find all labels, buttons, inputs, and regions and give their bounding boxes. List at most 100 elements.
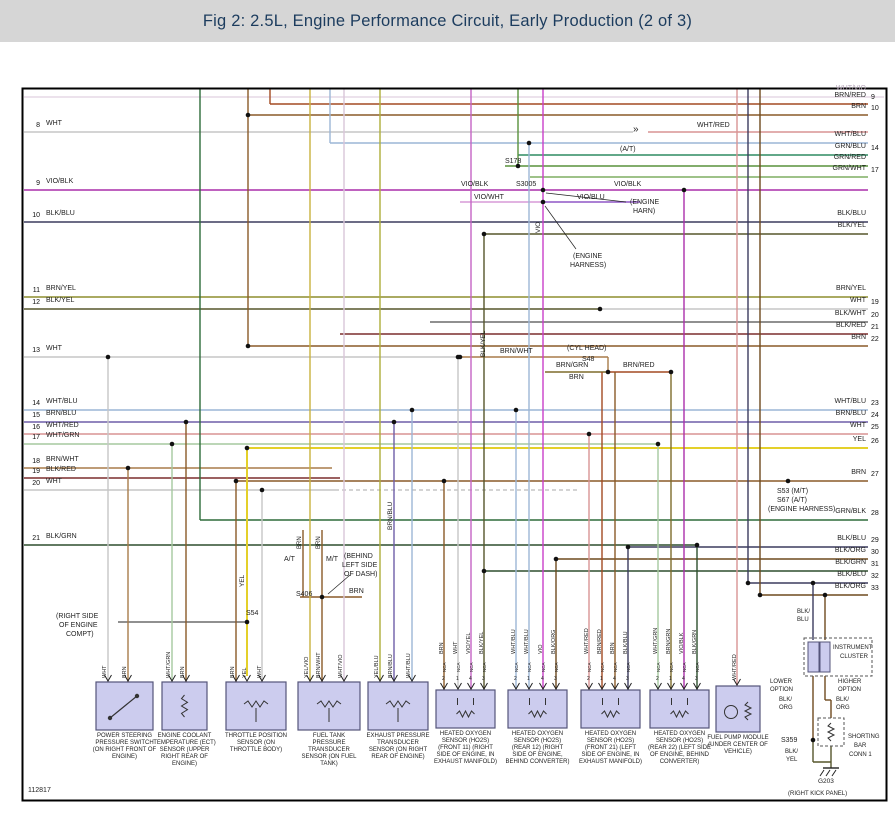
rotated-wire-label: YEL xyxy=(239,574,246,587)
splice-dot xyxy=(183,419,189,425)
splice-dot xyxy=(668,369,674,375)
nca-tag: NCA xyxy=(456,662,461,672)
annotation: CONN 1 xyxy=(849,752,872,758)
splice-dot xyxy=(745,580,751,586)
pin-number-left: 20 xyxy=(32,480,40,487)
pin-number-left: 21 xyxy=(32,535,40,542)
pin-number-right: 32 xyxy=(871,573,879,580)
resistor-symbol-icon xyxy=(385,700,411,708)
ground-icon xyxy=(831,769,837,777)
component-box xyxy=(297,681,361,731)
pin-number: 1 xyxy=(600,676,603,682)
component-box xyxy=(435,689,496,729)
wire-color-label: BLK/BLU xyxy=(837,210,866,217)
resistor-symbol-icon xyxy=(670,709,689,719)
pin-number-right: 33 xyxy=(871,585,879,592)
splice-dot xyxy=(481,568,487,574)
pin-number-right: 17 xyxy=(871,167,879,174)
connector-arrow-icon xyxy=(480,682,488,690)
nca-tag: NCA xyxy=(442,662,447,672)
ground-icon xyxy=(819,769,825,777)
wire xyxy=(544,205,577,250)
pin-number-left: 19 xyxy=(32,468,40,475)
pin-number-left: 10 xyxy=(32,212,40,219)
pin-number-left: 9 xyxy=(36,180,40,187)
pin-number-right: 21 xyxy=(871,324,879,331)
annotation: HIGHER xyxy=(838,679,862,685)
wire-color-label: BLK/YEL xyxy=(837,222,866,229)
pin-number-left: 16 xyxy=(32,424,40,431)
annotation: (BEHIND xyxy=(344,553,373,560)
annotation: OPTION xyxy=(838,687,862,693)
splice-dot xyxy=(625,544,631,550)
pin-number-left: 8 xyxy=(36,122,40,129)
nca-tag: NCA xyxy=(682,662,687,672)
resistor-symbol-icon xyxy=(743,701,753,721)
connector-arrow-icon xyxy=(680,682,688,690)
annotation: ORG xyxy=(779,705,793,711)
splice-dot xyxy=(513,407,519,413)
splice-dot xyxy=(822,592,828,598)
annotation: SHORTING xyxy=(848,734,880,740)
annotation: S53 (M/T) xyxy=(777,488,809,495)
connector-arrow-icon xyxy=(124,674,132,682)
splice-dot xyxy=(244,619,250,625)
annotation: BLK/ xyxy=(797,609,811,615)
wire xyxy=(545,192,627,203)
annotation: G203 xyxy=(818,778,834,785)
rotated-wire-label: WHT/BLU xyxy=(511,629,517,654)
pin-number-right: 22 xyxy=(871,336,879,343)
pin-number: 1 xyxy=(456,676,459,682)
connector-arrow-icon xyxy=(733,678,741,686)
wire-color-label: BRN/RED xyxy=(834,92,866,99)
pin-number: 2 xyxy=(656,676,659,682)
rotated-wire-label: WHT xyxy=(453,641,459,654)
wire-color-label: BRN/BLU xyxy=(835,410,866,417)
connector-arrow-icon xyxy=(525,682,533,690)
connector-arrow-icon xyxy=(182,674,190,682)
splice-dot xyxy=(233,478,239,484)
annotation: BRN xyxy=(569,374,584,381)
connector-arrow-icon xyxy=(667,682,675,690)
pin-number: 2 xyxy=(514,676,517,682)
annotation: M/T xyxy=(326,556,339,563)
connector-arrow-icon xyxy=(390,674,398,682)
rotated-wire-label: BRN xyxy=(316,536,322,549)
rotated-wire-label: BRN/BLU xyxy=(388,654,394,678)
connector-arrow-icon xyxy=(454,682,462,690)
wire-color-label: BLK/BLU xyxy=(837,535,866,542)
wire-color-label: BLK/WHT xyxy=(834,310,866,317)
annotation: VIO/BLU xyxy=(577,194,605,201)
pin-number-right: 29 xyxy=(871,537,879,544)
pin-number-left: 14 xyxy=(32,400,40,407)
wire-color-label: BLK/ORG xyxy=(834,583,866,590)
pin-number-right: 26 xyxy=(871,438,879,445)
wire-color-label: BLK/RED xyxy=(46,466,76,473)
component-caption: HEATED OXYGEN SENSOR (HO2S) (FRONT 11) (… xyxy=(434,731,497,766)
wire-color-label: WHT/VIO xyxy=(836,85,866,92)
annotation: VIO/BLK xyxy=(614,181,642,188)
annotation: S406 xyxy=(296,591,313,598)
splice-dot xyxy=(526,140,532,146)
nca-tag: NCA xyxy=(695,662,700,672)
figure-title-bar: Fig 2: 2.5L, Engine Performance Circuit,… xyxy=(0,0,895,42)
splice-dot xyxy=(515,163,521,169)
rotated-wire-label: BRN/WHT xyxy=(316,652,322,678)
pin-number: 3 xyxy=(482,676,485,682)
rotated-wire-label: BRN/RED xyxy=(597,629,603,654)
rotated-wire-label: BRN xyxy=(610,642,616,654)
rotated-wire-label: BLK/YEL xyxy=(479,631,485,654)
annotation: ORG xyxy=(836,705,850,711)
rotated-wire-label: BLK/YEL xyxy=(480,330,487,357)
pin-number: 2 xyxy=(587,676,590,682)
wire-color-label: WHT/GRN xyxy=(46,432,80,439)
connector-arrow-icon xyxy=(598,682,606,690)
annotation: S54 xyxy=(246,610,259,617)
wire-color-label: BRN xyxy=(851,103,866,110)
pin-number-right: 23 xyxy=(871,400,879,407)
pin-number-left: 11 xyxy=(32,287,40,294)
rotated-wire-label: BRN/GRN xyxy=(666,628,672,654)
wire-color-label: GRN/WHT xyxy=(832,165,866,172)
resistor-symbol-icon xyxy=(528,709,547,719)
